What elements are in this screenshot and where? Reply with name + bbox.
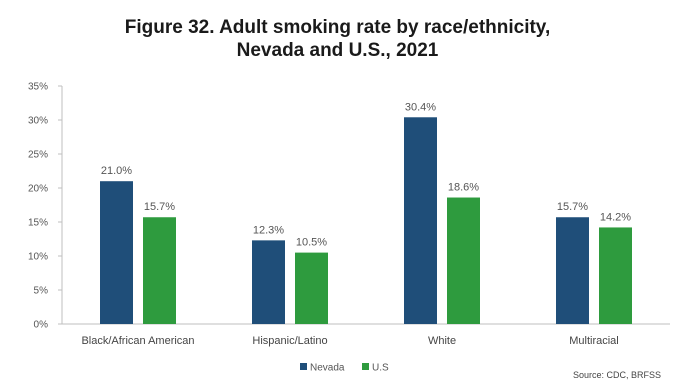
data-label: 15.7%	[557, 201, 588, 213]
legend-swatch	[362, 363, 369, 370]
data-label: 18.6%	[448, 182, 479, 194]
chart-title-line2: Nevada and U.S., 2021	[236, 40, 439, 61]
bar-us	[599, 227, 632, 324]
y-tick-label: 25%	[28, 150, 48, 161]
bar-us	[447, 197, 480, 324]
legend-label: Nevada	[310, 363, 345, 374]
source-note: Source: CDC, BRFSS	[573, 370, 661, 380]
legend-label: U.S	[372, 363, 389, 374]
x-tick-label: Hispanic/Latino	[252, 335, 327, 347]
y-tick-label: 35%	[28, 82, 48, 93]
y-tick-label: 30%	[28, 116, 48, 127]
bar-nevada	[556, 217, 589, 324]
x-tick-label: Black/African American	[81, 335, 194, 347]
y-tick-label: 0%	[34, 320, 49, 331]
bar-nevada	[404, 117, 437, 324]
bar-us	[143, 217, 176, 324]
data-label: 30.4%	[405, 101, 436, 113]
bar-nevada	[252, 240, 285, 324]
chart-title-line1: Figure 32. Adult smoking rate by race/et…	[124, 17, 551, 38]
data-label: 12.3%	[253, 224, 284, 236]
y-tick-label: 20%	[28, 184, 48, 195]
x-tick-label: White	[428, 335, 456, 347]
chart-title: Figure 32. Adult smoking rate by race/et…	[0, 16, 675, 62]
data-label: 10.5%	[296, 237, 327, 249]
bar-us	[295, 252, 328, 324]
bar-nevada	[100, 181, 133, 324]
data-label: 21.0%	[101, 165, 132, 177]
data-label: 15.7%	[144, 201, 175, 213]
legend-swatch	[300, 363, 307, 370]
x-tick-label: Multiracial	[569, 335, 619, 347]
y-tick-label: 15%	[28, 218, 48, 229]
y-tick-label: 5%	[34, 286, 49, 297]
y-tick-label: 10%	[28, 252, 48, 263]
data-label: 14.2%	[600, 211, 631, 223]
